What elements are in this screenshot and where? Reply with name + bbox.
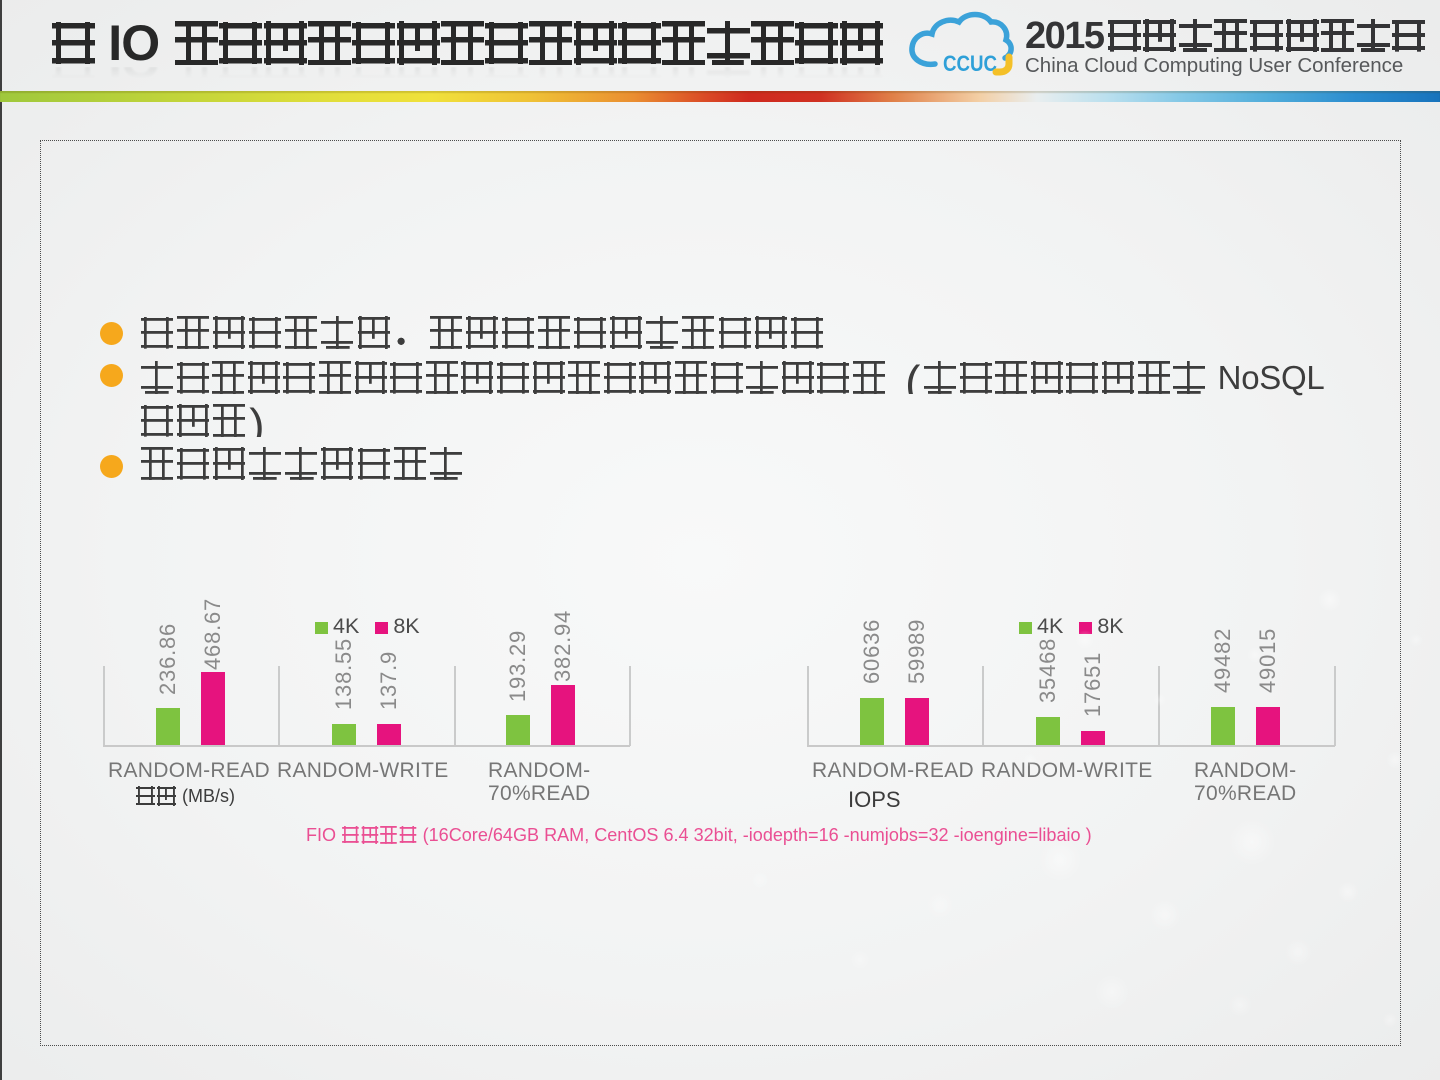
svg-text:CCUC: CCUC bbox=[943, 51, 997, 76]
